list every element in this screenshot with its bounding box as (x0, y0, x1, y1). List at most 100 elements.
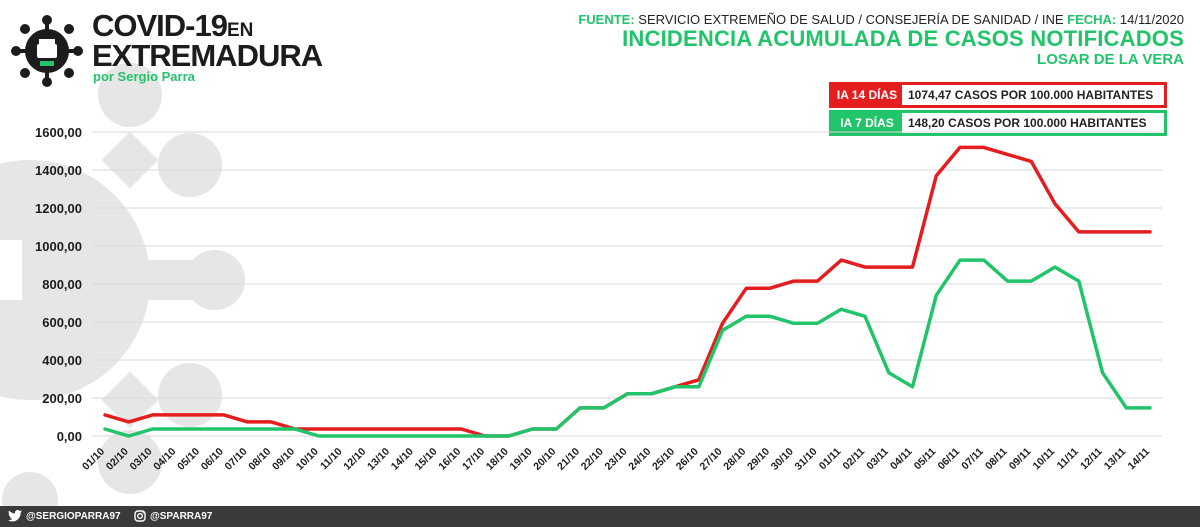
x-tick-label: 13/10 (365, 446, 392, 473)
data-point-ia7 (1030, 279, 1033, 283)
data-point-ia7 (578, 406, 582, 410)
data-point-ia14 (460, 427, 463, 431)
legend-ia14: IA 14 DÍAS 1074,47 CASOS POR 100.000 HAB… (829, 82, 1167, 108)
data-point-ia7 (365, 434, 368, 438)
x-tick-label: 06/10 (199, 446, 226, 473)
x-tick-label: 04/11 (888, 446, 915, 473)
data-point-ia14 (1125, 230, 1128, 234)
x-tick-label: 15/10 (413, 446, 440, 473)
instagram-link[interactable]: @SPARRA97 (134, 510, 212, 522)
data-point-ia14 (151, 413, 154, 417)
source-label: FUENTE: (578, 12, 635, 27)
x-tick-label: 03/11 (864, 446, 891, 473)
data-point-ia7 (175, 427, 178, 431)
data-point-ia14 (745, 286, 748, 290)
x-tick-label: 01/11 (817, 446, 844, 473)
x-tick-label: 01/10 (80, 446, 107, 473)
data-point-ia7 (388, 434, 392, 438)
x-tick-label: 21/10 (555, 446, 582, 473)
data-point-ia7 (863, 315, 867, 318)
y-tick-label: 200,00 (42, 391, 82, 406)
x-tick-label: 09/10 (270, 446, 297, 473)
x-tick-label: 14/11 (1125, 446, 1152, 473)
data-point-ia7 (151, 427, 154, 431)
data-point-ia14 (222, 413, 225, 417)
x-tick-label: 09/11 (1007, 446, 1034, 473)
y-tick-label: 1600,00 (35, 125, 82, 140)
data-point-ia14 (175, 413, 178, 417)
data-point-ia14 (1148, 230, 1152, 234)
instagram-icon (134, 510, 146, 522)
x-tick-label: 06/11 (935, 446, 962, 473)
data-point-ia14 (887, 265, 890, 269)
x-tick-label: 07/10 (223, 446, 250, 473)
data-point-ia14 (317, 427, 320, 431)
data-point-ia14 (816, 279, 819, 283)
data-point-ia7 (1125, 406, 1128, 410)
brand-subtitle: EXTREMADURA (92, 38, 323, 73)
data-point-ia14 (127, 420, 130, 424)
data-point-ia7 (1053, 265, 1057, 269)
data-point-ia7 (436, 434, 439, 438)
data-point-ia7 (222, 427, 225, 431)
data-point-ia14 (863, 265, 867, 269)
data-point-ia7 (103, 427, 107, 431)
x-tick-label: 08/10 (246, 446, 273, 473)
x-tick-label: 12/11 (1078, 446, 1105, 473)
x-tick-label: 10/10 (294, 446, 321, 473)
x-tick-label: 17/10 (460, 446, 487, 473)
date-value: 14/11/2020 (1119, 12, 1184, 27)
source-text: SERVICIO EXTREMEÑO DE SALUD / CONSEJERÍA… (638, 12, 1064, 27)
data-point-ia7 (555, 427, 558, 431)
x-tick-label: 11/11 (1055, 446, 1081, 472)
data-point-ia14 (1006, 153, 1009, 156)
data-point-ia14 (792, 279, 795, 283)
instagram-handle: @SPARRA97 (150, 510, 213, 522)
data-point-ia7 (198, 427, 202, 431)
x-tick-label: 04/10 (151, 446, 178, 473)
y-tick-label: 400,00 (42, 353, 82, 368)
data-point-ia7 (887, 371, 890, 374)
date-label: FECHA: (1067, 12, 1117, 27)
data-point-ia7 (792, 322, 795, 325)
footer-bar: @SERGIOPARRA97 @SPARRA97 (0, 506, 1200, 527)
data-point-ia7 (293, 427, 297, 431)
data-point-ia14 (840, 258, 843, 262)
x-tick-label: 31/10 (793, 446, 820, 473)
data-point-ia14 (388, 427, 392, 431)
x-tick-label: 02/10 (104, 446, 131, 473)
y-tick-label: 0,00 (57, 429, 82, 444)
data-point-ia14 (982, 146, 985, 149)
data-point-ia14 (768, 286, 772, 290)
data-point-ia7 (602, 406, 605, 410)
data-point-ia14 (1030, 160, 1033, 163)
data-point-ia14 (436, 427, 439, 431)
data-point-ia7 (840, 308, 843, 311)
data-point-ia14 (911, 265, 914, 269)
x-tick-label: 05/11 (912, 446, 939, 473)
data-point-ia14 (341, 427, 344, 431)
data-point-ia7 (721, 329, 724, 332)
data-point-ia14 (365, 427, 368, 431)
brand-suffix: EN (226, 20, 254, 41)
data-point-ia7 (768, 315, 772, 318)
data-point-ia14 (1077, 230, 1080, 234)
data-point-ia7 (673, 385, 677, 388)
data-point-ia14 (721, 322, 724, 325)
x-tick-label: 27/10 (698, 446, 725, 473)
x-tick-label: 24/10 (626, 446, 653, 473)
data-point-ia7 (1077, 279, 1080, 283)
x-tick-label: 25/10 (650, 446, 677, 473)
legend-ia7-value: 148,20 CASOS POR 100.000 HABITANTES (902, 113, 1164, 133)
twitter-link[interactable]: @SERGIOPARRA97 (8, 510, 121, 522)
brand-author: por Sergio Parra (93, 69, 195, 84)
series-line-ia7 (103, 258, 1152, 438)
data-point-ia14 (958, 146, 962, 149)
y-tick-label: 600,00 (42, 315, 82, 330)
data-point-ia7 (507, 434, 510, 438)
data-point-ia7 (958, 258, 962, 262)
data-point-ia14 (246, 420, 249, 424)
covid-logo-icon (11, 15, 83, 87)
chart-title: INCIDENCIA ACUMULADA DE CASOS NOTIFICADO… (622, 26, 1184, 51)
